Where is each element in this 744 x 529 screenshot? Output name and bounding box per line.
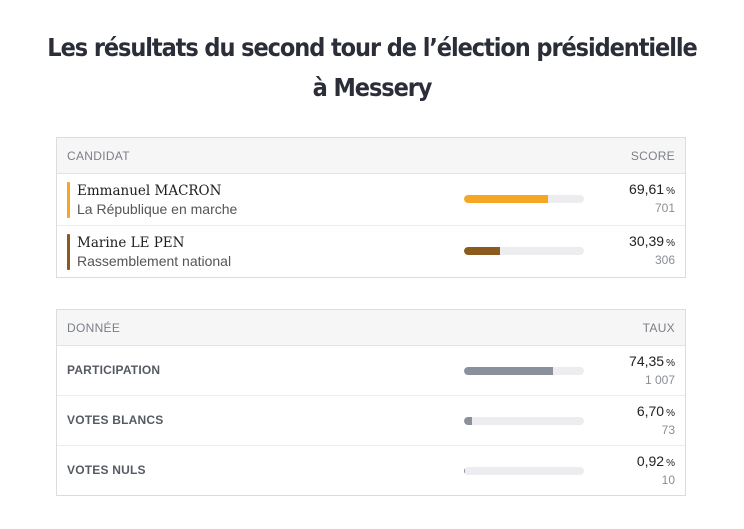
- rate-bar-fill: [464, 467, 466, 475]
- rate-percent-value: 0,92: [636, 453, 665, 469]
- percent-unit: %: [666, 458, 675, 469]
- score-percent: 69,61%: [629, 181, 675, 197]
- rate-bar: [464, 367, 584, 375]
- percent-unit: %: [666, 408, 675, 419]
- page-title: Les résultats du second tour de l’électi…: [37, 28, 707, 108]
- rate-percent-value: 6,70: [636, 403, 665, 419]
- score-bar: [464, 247, 584, 255]
- header-candidat: CANDIDAT: [67, 148, 130, 163]
- score-bar-fill: [464, 247, 501, 255]
- percent-unit: %: [666, 238, 675, 249]
- percent-unit: %: [666, 358, 675, 369]
- rate-bar: [464, 417, 584, 425]
- data-label: PARTICIPATION: [67, 363, 161, 377]
- data-table-header: DONNÉE TAUX: [57, 310, 685, 346]
- percent-unit: %: [666, 186, 675, 197]
- title-line-2: à Messery: [312, 73, 433, 102]
- rate-percent: 74,35%: [629, 353, 675, 369]
- data-label: VOTES NULS: [67, 463, 146, 477]
- data-row-votes-nuls: VOTES NULS 0,92% 10: [57, 446, 685, 495]
- header-donnee: DONNÉE: [67, 320, 121, 335]
- rate-count: 10: [661, 473, 675, 487]
- vote-count: 701: [654, 201, 675, 215]
- candidate-color-stripe: [67, 234, 70, 270]
- candidates-table: CANDIDAT SCORE Emmanuel MACRON La Républ…: [56, 137, 686, 278]
- score-percent-value: 69,61: [629, 181, 665, 197]
- rate-count: 1 007: [644, 373, 675, 387]
- rate-percent: 6,70%: [637, 403, 675, 419]
- candidate-row: Emmanuel MACRON La République en marche …: [57, 174, 685, 226]
- data-label: VOTES BLANCS: [67, 413, 164, 427]
- candidate-row: Marine LE PEN Rassemblement national 30,…: [57, 226, 685, 277]
- header-taux: TAUX: [642, 320, 675, 335]
- rate-bar-fill: [464, 417, 473, 425]
- candidate-name: Marine LE PEN: [77, 235, 185, 251]
- rate-percent-value: 74,35: [629, 353, 665, 369]
- rate-count: 73: [661, 423, 675, 437]
- data-row-participation: PARTICIPATION 74,35% 1 007: [57, 346, 685, 396]
- data-row-votes-blancs: VOTES BLANCS 6,70% 73: [57, 396, 685, 446]
- candidates-table-header: CANDIDAT SCORE: [57, 138, 685, 174]
- title-line-1: Les résultats du second tour de l’électi…: [47, 33, 697, 62]
- candidate-party: Rassemblement national: [77, 253, 232, 269]
- candidate-party: La République en marche: [77, 201, 238, 217]
- candidate-color-stripe: [67, 182, 70, 218]
- header-score: SCORE: [630, 148, 675, 163]
- score-bar-fill: [464, 195, 548, 203]
- vote-count: 306: [654, 253, 675, 267]
- score-bar: [464, 195, 584, 203]
- rate-bar: [464, 467, 584, 475]
- candidate-name: Emmanuel MACRON: [77, 183, 222, 199]
- rate-bar-fill: [464, 367, 554, 375]
- score-percent-value: 30,39: [629, 233, 665, 249]
- score-percent: 30,39%: [629, 233, 675, 249]
- rate-percent: 0,92%: [637, 453, 675, 469]
- data-table: DONNÉE TAUX PARTICIPATION 74,35% 1 007 V…: [56, 309, 686, 496]
